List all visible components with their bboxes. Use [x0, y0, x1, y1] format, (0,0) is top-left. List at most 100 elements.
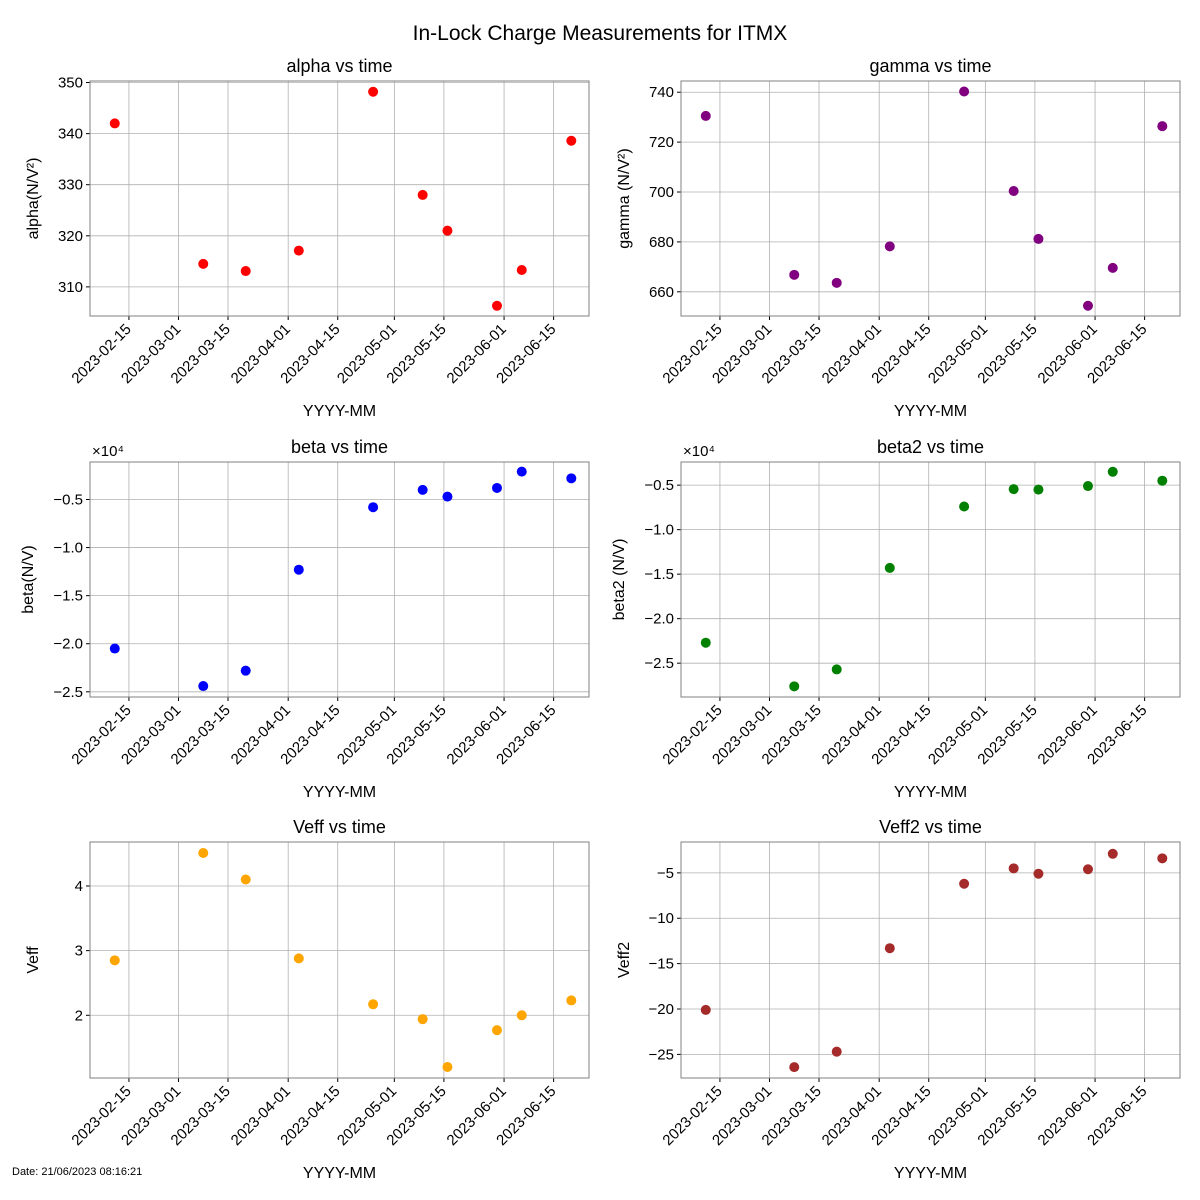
y-tick-label: 720 — [649, 134, 674, 151]
data-point — [1008, 484, 1019, 495]
data-point — [1082, 481, 1093, 492]
data-point — [700, 1004, 711, 1015]
data-point — [959, 878, 970, 889]
y-tick-label: −1.5 — [53, 588, 83, 605]
data-point — [959, 501, 970, 512]
y-offset-label: ×10⁴ — [92, 443, 124, 460]
data-point — [516, 265, 527, 276]
data-point — [1033, 233, 1044, 244]
y-tick-label: −1.5 — [644, 566, 674, 583]
data-point — [1157, 475, 1168, 486]
y-tick-label: −15 — [649, 956, 674, 973]
data-point — [1107, 466, 1118, 477]
subplot-2: 2023-02-152023-03-012023-03-152023-04-01… — [616, 56, 1181, 420]
axes-frame — [680, 461, 1181, 698]
data-point — [1008, 863, 1019, 874]
y-tick-label: −5 — [657, 865, 674, 882]
y-axis-label: Veff2 — [616, 942, 633, 978]
data-point — [789, 269, 800, 280]
data-point — [293, 953, 304, 964]
y-tick-label: −2.5 — [53, 684, 83, 701]
axes-frame — [680, 841, 1181, 1079]
y-tick-label: 310 — [58, 279, 83, 296]
data-point — [884, 943, 895, 954]
data-point — [1082, 300, 1093, 311]
data-point — [368, 999, 379, 1010]
y-tick-label: 320 — [58, 228, 83, 245]
axes-frame — [89, 841, 590, 1079]
footer-date: Date: 21/06/2023 08:16:21 — [12, 1166, 142, 1178]
y-tick-label: −10 — [649, 910, 674, 927]
data-point — [368, 502, 379, 513]
data-point — [293, 245, 304, 256]
y-tick-label: 660 — [649, 284, 674, 301]
data-point — [700, 637, 711, 648]
data-point — [1157, 853, 1168, 864]
data-point — [831, 277, 842, 288]
y-axis-label: alpha(N/V²) — [25, 158, 42, 240]
y-offset-label: ×10⁴ — [683, 443, 715, 460]
data-point — [700, 110, 711, 121]
data-point — [1033, 868, 1044, 879]
data-point — [566, 995, 577, 1006]
subplots: 2023-02-152023-03-012023-03-152023-04-01… — [20, 56, 1181, 1182]
data-point — [1082, 864, 1093, 875]
data-point — [1107, 848, 1118, 859]
y-axis-label: beta2 (N/V) — [611, 539, 628, 621]
axes-frame — [89, 461, 590, 698]
data-point — [1033, 484, 1044, 495]
data-point — [442, 1062, 453, 1073]
subplot-3: 2023-02-152023-03-012023-03-152023-04-01… — [20, 437, 590, 801]
data-point — [198, 258, 209, 269]
figure-title: In-Lock Charge Measurements for ITMX — [413, 22, 788, 45]
y-tick-label: 330 — [58, 177, 83, 194]
data-point — [417, 1014, 428, 1025]
data-point — [198, 847, 209, 858]
axes-frame — [89, 80, 590, 317]
y-tick-label: −20 — [649, 1001, 674, 1018]
y-tick-label: −2.0 — [53, 636, 83, 653]
x-axis-label: YYYY-MM — [303, 1165, 376, 1182]
data-point — [1008, 186, 1019, 197]
data-point — [240, 665, 251, 676]
data-point — [417, 484, 428, 495]
data-point — [442, 491, 453, 502]
data-point — [491, 300, 502, 311]
data-point — [240, 874, 251, 885]
subplot-title: alpha vs time — [286, 56, 392, 76]
data-point — [566, 135, 577, 146]
x-axis-label: YYYY-MM — [894, 403, 967, 420]
data-point — [293, 564, 304, 575]
data-point — [109, 118, 120, 129]
y-tick-label: 2 — [75, 1007, 83, 1024]
data-point — [368, 86, 379, 97]
x-axis-label: YYYY-MM — [894, 784, 967, 801]
y-tick-label: 4 — [75, 878, 83, 895]
subplot-title: gamma vs time — [869, 56, 991, 76]
subplot-title: Veff vs time — [293, 817, 386, 837]
data-point — [884, 241, 895, 252]
data-point — [198, 681, 209, 692]
x-axis-label: YYYY-MM — [303, 403, 376, 420]
y-tick-label: −2.0 — [644, 611, 674, 628]
data-point — [884, 562, 895, 573]
data-point — [831, 664, 842, 675]
data-point — [240, 266, 251, 277]
y-tick-label: 680 — [649, 234, 674, 251]
data-point — [516, 466, 527, 477]
data-point — [491, 482, 502, 493]
subplot-5: 2023-02-152023-03-012023-03-152023-04-01… — [25, 817, 590, 1182]
x-axis-label: YYYY-MM — [894, 1165, 967, 1182]
subplot-title: Veff2 vs time — [879, 817, 982, 837]
axes-frame — [680, 80, 1181, 317]
data-point — [959, 86, 970, 97]
data-point — [109, 955, 120, 966]
data-point — [789, 681, 800, 692]
subplot-title: beta2 vs time — [877, 437, 984, 457]
y-tick-label: 340 — [58, 126, 83, 143]
data-point — [516, 1010, 527, 1021]
subplot-6: 2023-02-152023-03-012023-03-152023-04-01… — [616, 817, 1181, 1182]
x-axis-label: YYYY-MM — [303, 784, 376, 801]
subplot-4: 2023-02-152023-03-012023-03-152023-04-01… — [611, 437, 1181, 801]
